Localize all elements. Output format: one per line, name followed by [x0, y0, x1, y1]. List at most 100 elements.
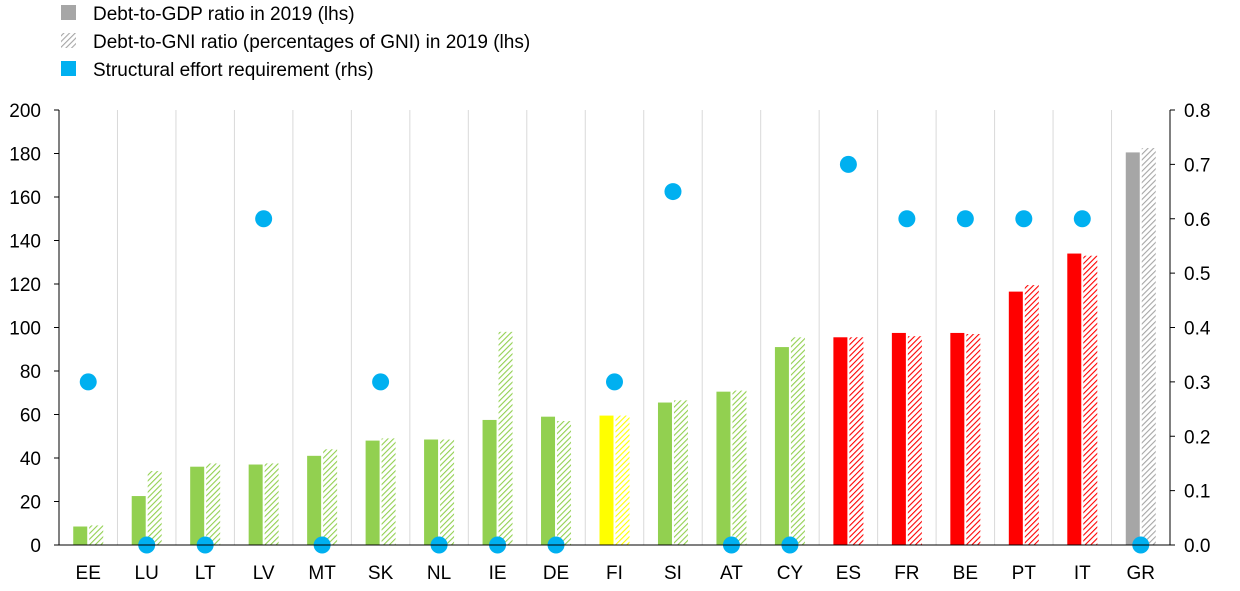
right-tick-label: 0.1	[1184, 482, 1210, 503]
bar-gdp-de	[541, 416, 556, 545]
bar-gni-fr	[907, 336, 922, 545]
right-tick-label: 0.8	[1184, 101, 1210, 122]
bar-gdp-at	[716, 391, 731, 545]
left-axis-tick-labels: 0 20 40 60 80 100 120 140 160 180 200	[9, 101, 41, 557]
x-tick-label-be: BE	[953, 563, 978, 584]
bar-gdp-sk	[365, 440, 380, 545]
right-tick-label: 0.4	[1184, 319, 1211, 340]
marker-effort-it	[1073, 210, 1091, 228]
x-tick-label-at: AT	[720, 563, 743, 584]
right-tick-label: 0.3	[1184, 373, 1210, 394]
x-tick-label-cy: CY	[777, 563, 804, 584]
bar-gni-lt	[206, 463, 221, 545]
x-tick-label-mt: MT	[308, 563, 336, 584]
x-tick-label-fr: FR	[894, 563, 919, 584]
x-tick-label-ee: EE	[76, 563, 101, 584]
left-tick-label: 120	[9, 275, 41, 296]
x-tick-label-it: IT	[1074, 563, 1091, 584]
bar-gni-mt	[323, 449, 338, 545]
bar-gdp-lt	[190, 466, 205, 545]
legend: Debt-to-GDP ratio in 2019 (lhs) Debt-to-…	[61, 4, 530, 81]
bar-gdp-nl	[424, 439, 439, 545]
legend-label-gni: Debt-to-GNI ratio (percentages of GNI) i…	[93, 32, 530, 53]
bar-gdp-mt	[307, 455, 322, 545]
left-tick-label: 80	[20, 362, 41, 383]
bar-gni-si	[673, 400, 688, 545]
bar-gdp-es	[833, 337, 848, 545]
bar-gni-sk	[381, 438, 396, 545]
left-tick-label: 160	[9, 188, 41, 209]
bar-gdp-fr	[891, 332, 906, 545]
left-tick-label: 60	[20, 406, 41, 427]
bar-gni-es	[849, 337, 864, 545]
marker-effort-pt	[1015, 210, 1033, 228]
x-tick-label-nl: NL	[427, 563, 451, 584]
x-tick-label-si: SI	[664, 563, 682, 584]
right-tick-label: 0.7	[1184, 155, 1210, 176]
bar-gni-cy	[790, 337, 805, 545]
bar-gni-nl	[440, 439, 455, 545]
x-tick-label-de: DE	[543, 563, 569, 584]
right-axis-tick-labels: 0.0 0.1 0.2 0.3 0.4 0.5 0.6 0.7 0.8	[1184, 101, 1211, 557]
bars-debt-to-gdp	[73, 152, 1140, 546]
bar-gdp-fi	[599, 415, 614, 545]
legend-item-effort: Structural effort requirement (rhs)	[61, 60, 374, 81]
bar-gdp-be	[950, 332, 965, 545]
x-tick-label-ie: IE	[489, 563, 507, 584]
legend-label-effort: Structural effort requirement (rhs)	[93, 60, 374, 81]
x-tick-label-fi: FI	[606, 563, 623, 584]
bar-gni-pt	[1024, 285, 1039, 545]
left-tick-label: 180	[9, 145, 41, 166]
left-tick-label: 140	[9, 232, 41, 253]
bar-gni-be	[966, 334, 981, 545]
bar-gdp-cy	[774, 347, 789, 545]
legend-swatch-marker	[61, 61, 76, 76]
bar-gdp-pt	[1008, 291, 1023, 545]
markers-structural-effort	[79, 155, 1150, 554]
right-tick-label: 0.2	[1184, 427, 1210, 448]
legend-swatch-solid	[61, 5, 76, 20]
right-tick-label: 0.6	[1184, 210, 1210, 231]
legend-item-gni: Debt-to-GNI ratio (percentages of GNI) i…	[61, 32, 530, 53]
bar-gdp-gr	[1125, 152, 1140, 545]
x-tick-label-lv: LV	[253, 563, 275, 584]
bar-gni-gr	[1141, 148, 1156, 545]
bar-gni-ee	[89, 525, 104, 545]
marker-effort-be	[956, 210, 974, 228]
left-tick-label: 200	[9, 101, 41, 122]
x-tick-label-lu: LU	[135, 563, 159, 584]
marker-effort-es	[839, 155, 857, 173]
bar-gni-lu	[147, 471, 162, 545]
bar-gni-de	[557, 421, 572, 545]
bar-gdp-ee	[73, 526, 88, 545]
x-tick-label-pt: PT	[1012, 563, 1037, 584]
x-tick-label-gr: GR	[1127, 563, 1156, 584]
bar-gni-ie	[498, 331, 513, 545]
right-tick-label: 0.5	[1184, 264, 1210, 285]
legend-item-gdp: Debt-to-GDP ratio in 2019 (lhs)	[61, 4, 355, 25]
gridlines	[116, 110, 1113, 545]
marker-effort-fr	[898, 210, 916, 228]
x-tick-label-es: ES	[836, 563, 861, 584]
bar-gdp-it	[1067, 253, 1082, 546]
bar-gdp-ie	[482, 419, 497, 545]
x-axis-tick-labels: EE LU LT LV MT SK NL IE DE FI SI AT CY ES FR BE PT IT GR	[76, 563, 1155, 584]
marker-effort-si	[664, 183, 682, 201]
marker-effort-ee	[79, 373, 97, 391]
left-tick-label: 40	[20, 449, 41, 470]
marker-effort-fi	[606, 373, 623, 391]
axes	[54, 109, 1175, 546]
legend-label-gdp: Debt-to-GDP ratio in 2019 (lhs)	[93, 4, 355, 25]
bar-gdp-si	[657, 402, 672, 545]
left-tick-label: 0	[30, 536, 41, 557]
marker-effort-sk	[372, 373, 390, 391]
left-tick-label: 20	[20, 493, 41, 514]
bar-gni-it	[1083, 255, 1098, 545]
x-tick-label-lt: LT	[195, 563, 216, 584]
marker-effort-lv	[255, 210, 273, 228]
x-tick-label-sk: SK	[368, 563, 394, 584]
bar-gni-fi	[615, 415, 630, 545]
legend-swatch-hatched	[61, 33, 76, 48]
